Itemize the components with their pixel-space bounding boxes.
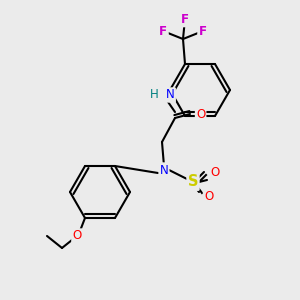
- Text: F: F: [159, 25, 167, 38]
- Text: O: O: [196, 107, 205, 121]
- Text: O: O: [204, 190, 213, 203]
- Text: F: F: [181, 13, 189, 26]
- Text: F: F: [199, 25, 207, 38]
- Text: O: O: [72, 230, 82, 242]
- Text: N: N: [166, 88, 175, 101]
- Text: N: N: [160, 164, 168, 176]
- Text: H: H: [150, 88, 159, 101]
- Text: S: S: [188, 175, 198, 190]
- Text: O: O: [210, 166, 219, 178]
